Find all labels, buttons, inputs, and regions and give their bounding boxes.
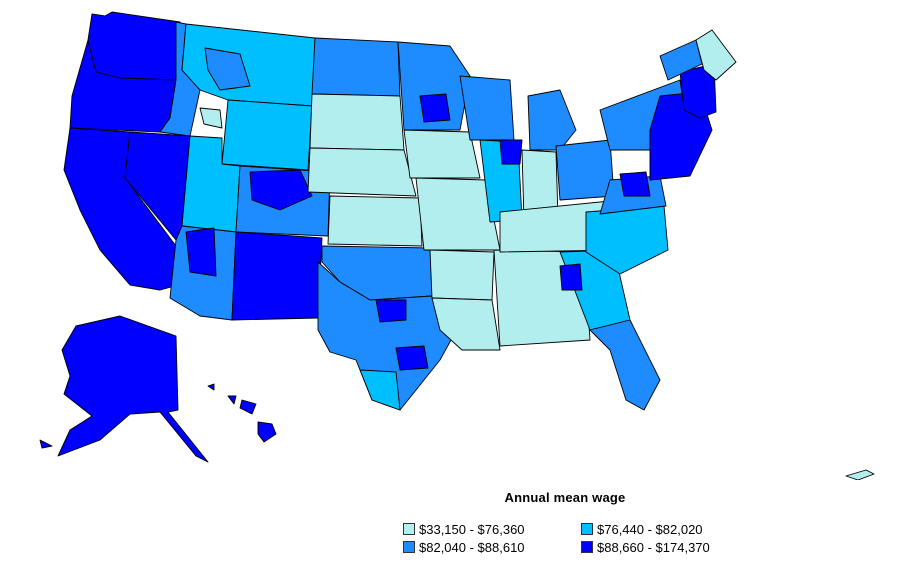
region-arizona-metro <box>185 227 217 277</box>
region-wyoming-sub <box>199 107 223 129</box>
region-texas-houston <box>395 345 429 371</box>
region-minneapolis <box>419 93 451 123</box>
region-wyoming <box>221 99 313 171</box>
region-hawaii-maui <box>239 399 257 415</box>
region-maine <box>695 29 737 81</box>
region-alaska-islands <box>39 439 53 449</box>
region-chicago <box>499 139 523 165</box>
region-texas-dfw <box>375 299 407 323</box>
legend-classes: $33,150 - $76,360 $76,440 - $82,020 $82,… <box>403 521 735 555</box>
region-ohio <box>555 139 615 201</box>
region-new-mexico <box>231 231 323 321</box>
legend-swatch-1 <box>403 523 415 535</box>
legend-label-3: $82,040 - $88,610 <box>419 539 525 555</box>
region-hawaii-big-island <box>257 421 277 443</box>
region-puerto-rico <box>845 469 875 480</box>
legend-item-2: $76,440 - $82,020 <box>581 521 743 537</box>
region-nebraska <box>307 147 417 197</box>
legend-label-2: $76,440 - $82,020 <box>597 521 703 537</box>
region-alaska <box>57 315 209 463</box>
legend-swatch-2 <box>581 523 593 535</box>
region-north-dakota <box>311 37 401 97</box>
legend-swatch-3 <box>403 541 415 553</box>
legend-item-1: $33,150 - $76,360 <box>403 521 581 537</box>
region-kansas <box>327 195 423 247</box>
region-texas <box>317 261 463 411</box>
legend-label-4: $88,660 - $174,370 <box>597 539 710 555</box>
legend-item-3: $82,040 - $88,610 <box>403 539 581 555</box>
choropleth-map <box>39 11 875 480</box>
region-hawaii-oahu <box>227 395 237 405</box>
region-louisiana <box>431 297 501 351</box>
region-iowa <box>403 129 481 179</box>
region-arkansas <box>429 249 495 301</box>
region-montana-sub <box>204 47 251 91</box>
region-south-dakota <box>309 93 405 151</box>
legend-swatch-4 <box>581 541 593 553</box>
legend: Annual mean wage $33,150 - $76,360 $76,4… <box>395 490 735 555</box>
legend-label-1: $33,150 - $76,360 <box>419 521 525 537</box>
region-texas-south <box>359 369 401 411</box>
region-michigan <box>527 89 577 151</box>
region-montana <box>181 23 316 107</box>
region-hawaii-kauai <box>207 383 215 391</box>
region-washington <box>87 11 181 81</box>
region-colorado-metro <box>249 169 313 211</box>
region-dc-metro <box>619 171 651 197</box>
region-atlanta <box>559 263 583 291</box>
region-florida <box>589 319 661 411</box>
legend-title: Annual mean wage <box>504 490 626 505</box>
legend-item-4: $88,660 - $174,370 <box>581 539 743 555</box>
region-wisconsin <box>459 75 515 141</box>
